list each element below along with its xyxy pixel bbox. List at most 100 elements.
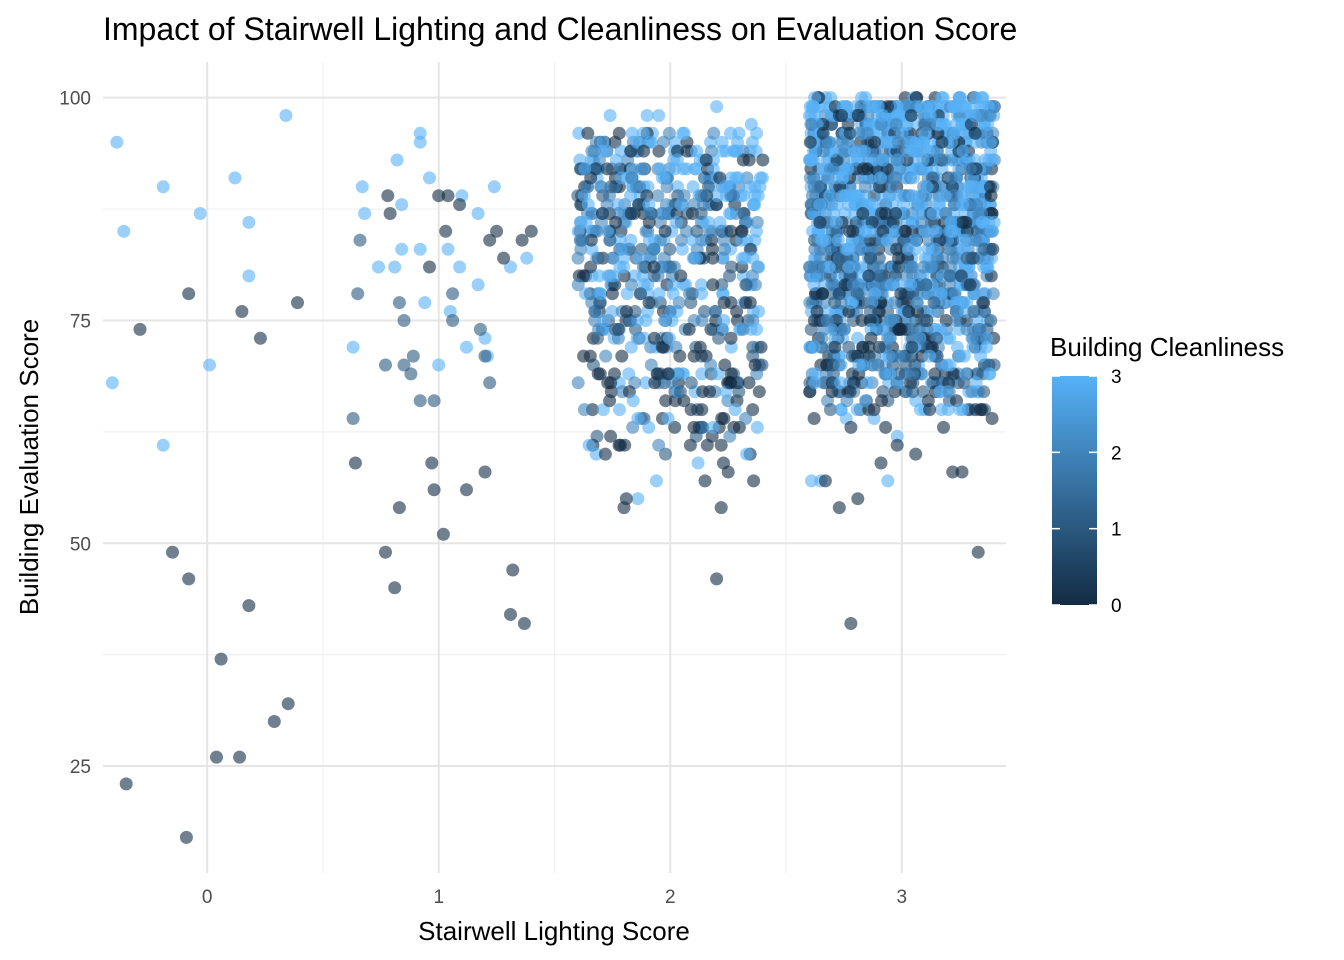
data-point: [969, 376, 983, 390]
x-tick-label: 3: [897, 887, 908, 908]
data-point: [427, 483, 441, 497]
data-point: [608, 322, 622, 336]
data-point: [663, 242, 677, 256]
data-point: [830, 198, 844, 212]
data-point: [813, 215, 827, 229]
data-point: [242, 599, 256, 613]
data-point: [609, 215, 623, 229]
data-point: [880, 135, 894, 149]
y-tick-label: 75: [70, 311, 91, 332]
data-point: [637, 331, 651, 345]
data-point: [413, 242, 427, 256]
data-point: [856, 358, 870, 372]
data-point: [683, 438, 697, 452]
data-point: [875, 394, 889, 408]
data-point: [704, 322, 718, 336]
data-point: [684, 376, 698, 390]
data-point: [935, 135, 949, 149]
data-point: [395, 242, 409, 256]
data-point: [906, 385, 920, 399]
data-point: [652, 287, 666, 301]
data-point: [233, 750, 247, 764]
data-point: [612, 126, 626, 140]
data-point: [214, 652, 228, 666]
data-point: [353, 233, 367, 247]
data-point: [235, 305, 249, 318]
data-point: [707, 126, 721, 140]
data-point: [739, 278, 753, 292]
data-point: [879, 420, 893, 434]
y-axis-ticks: 25 50 75 100: [59, 89, 91, 778]
data-point: [637, 144, 651, 158]
data-point: [179, 830, 193, 844]
data-point: [687, 420, 701, 434]
data-point: [906, 189, 920, 203]
data-point: [381, 189, 395, 203]
data-point: [662, 331, 676, 345]
data-point: [984, 314, 998, 327]
data-point: [478, 349, 492, 363]
data-point: [828, 331, 842, 345]
data-point: [983, 109, 997, 122]
data-point: [842, 260, 856, 274]
data-point: [809, 367, 822, 381]
data-point: [834, 376, 847, 390]
data-point: [478, 465, 492, 479]
data-point: [379, 358, 392, 372]
data-point: [624, 340, 638, 354]
data-point: [742, 376, 756, 390]
data-point: [193, 207, 207, 220]
data-point: [714, 501, 728, 515]
data-point: [620, 287, 634, 301]
data-point: [894, 287, 908, 301]
data-point: [928, 242, 942, 256]
data-point: [837, 144, 851, 158]
data-point: [728, 403, 742, 417]
data-point: [963, 162, 977, 176]
data-point: [662, 126, 676, 140]
data-point: [724, 376, 737, 390]
data-point: [105, 376, 119, 390]
data-point: [717, 296, 731, 310]
data-point: [698, 474, 712, 488]
data-point: [983, 180, 997, 194]
data-point: [702, 215, 715, 229]
data-point: [900, 144, 914, 158]
data-point: [748, 189, 762, 203]
data-point: [582, 438, 596, 452]
data-point: [837, 322, 851, 336]
data-point: [828, 296, 842, 310]
data-point: [879, 207, 892, 220]
data-point: [119, 777, 133, 791]
data-point: [667, 260, 681, 274]
data-point: [831, 233, 845, 247]
data-point: [858, 180, 872, 194]
data-point: [914, 403, 927, 417]
data-point: [923, 117, 937, 131]
data-point: [823, 135, 837, 149]
data-point: [867, 412, 881, 425]
data-point: [441, 242, 455, 256]
data-point: [647, 269, 661, 283]
data-point: [807, 412, 821, 425]
data-point: [664, 305, 677, 318]
data-point: [404, 367, 418, 381]
data-point: [680, 144, 694, 158]
data-point: [889, 224, 903, 238]
data-point: [844, 617, 858, 630]
y-tick-label: 25: [70, 757, 91, 778]
data-point: [446, 287, 460, 301]
data-point: [933, 117, 947, 131]
data-point: [413, 394, 427, 408]
data-point: [890, 153, 904, 167]
data-point: [388, 581, 402, 595]
data-point: [973, 322, 987, 336]
data-point: [956, 100, 970, 114]
data-point: [805, 474, 818, 488]
data-point: [916, 153, 930, 167]
data-point: [483, 233, 497, 247]
data-point: [923, 403, 937, 417]
data-point: [850, 403, 864, 417]
data-point: [515, 233, 529, 247]
data-point: [832, 501, 846, 515]
